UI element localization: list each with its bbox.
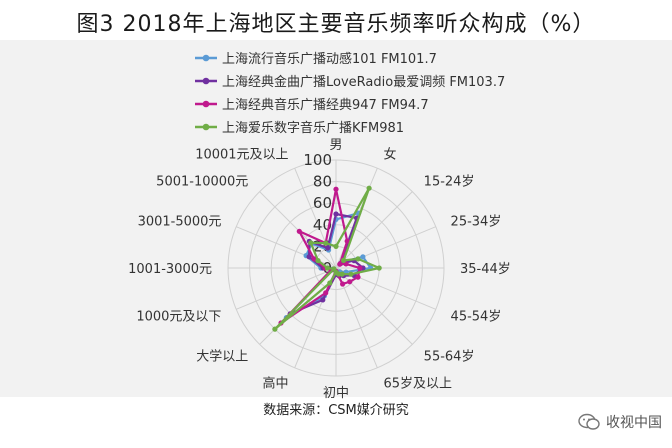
axis-label-11: 1000元及以下	[136, 309, 221, 324]
series-2-point-4	[357, 265, 363, 271]
legend-swatch-0	[195, 54, 217, 61]
axis-label-1: 女	[383, 146, 396, 162]
series-3-point-14	[308, 240, 314, 246]
axis-label-10: 大学以上	[196, 349, 248, 365]
chart-title: 图3 2018年上海地区主要音乐频率听众构成（%）	[76, 12, 596, 37]
grid-spoke-6	[335, 267, 413, 345]
axis-label-7: 65岁及以上	[383, 377, 452, 392]
source-note: 数据来源：CSM媒介研究	[263, 403, 409, 418]
series-3-point-5	[348, 271, 354, 277]
series-3-point-11	[331, 266, 337, 272]
series-3-point-4	[376, 265, 382, 271]
series-2-point-5	[355, 274, 361, 280]
series-3-point-9	[327, 280, 333, 286]
series-2-point-2	[337, 261, 343, 267]
axis-label-12: 1001-3000元	[128, 262, 212, 277]
tick-label-100: 100	[303, 151, 332, 169]
legend-swatch-3	[195, 123, 217, 130]
series-3-point-3	[355, 256, 361, 262]
series-1-point-13	[306, 254, 312, 260]
axis-label-14: 5001-10000元	[156, 174, 248, 189]
legend-label-2: 上海经典音乐广播经典947 FM94.7	[222, 98, 429, 113]
series-2-point-6	[347, 279, 353, 285]
axis-label-3: 25-34岁	[451, 215, 502, 230]
series-2-point-7	[340, 281, 346, 287]
legend-item-3: 上海爱乐数字音乐广播KFM981	[195, 115, 505, 138]
axis-label-5: 45-54岁	[451, 309, 502, 324]
series-3-point-10	[272, 326, 278, 332]
series-2-point-1	[344, 238, 350, 244]
tick-label-80: 80	[313, 173, 332, 191]
grid-spoke-2	[335, 191, 413, 269]
series-0-point-3	[360, 254, 366, 260]
legend-item-1: 上海经典金曲广播LoveRadio最爱调频 FM103.7	[195, 69, 505, 92]
series-1-point-0	[333, 211, 339, 217]
watermark-text: 收视中国	[606, 415, 662, 431]
series-1-point-9	[320, 297, 326, 303]
series-3-point-13	[315, 258, 321, 264]
legend-swatch-2	[195, 100, 217, 107]
series-3-point-15	[323, 240, 329, 246]
legend: 上海流行音乐广播动感101 FM101.7 上海经典金曲广播LoveRadio最爱…	[195, 46, 505, 138]
legend-label-0: 上海流行音乐广播动感101 FM101.7	[222, 52, 437, 67]
tick-label-60: 60	[313, 194, 332, 212]
legend-swatch-1	[195, 77, 217, 84]
axis-label-13: 3001-5000元	[138, 215, 222, 230]
series-3-point-12	[324, 265, 330, 271]
legend-item-0: 上海流行音乐广播动感101 FM101.7	[195, 46, 505, 69]
series-2-point-14	[296, 228, 302, 234]
axis-label-4: 35-44岁	[460, 262, 511, 277]
series-3-point-0	[333, 243, 339, 249]
series-2-point-0	[333, 186, 339, 192]
axis-label-0: 男	[329, 138, 342, 153]
axis-label-2: 15-24岁	[424, 174, 475, 189]
axis-label-9: 高中	[263, 376, 289, 392]
series-3-point-1	[366, 185, 372, 191]
legend-label-1: 上海经典金曲广播LoveRadio最爱调频 FM103.7	[222, 75, 506, 90]
series-1-point-15	[325, 245, 331, 251]
legend-item-2: 上海经典音乐广播经典947 FM94.7	[195, 92, 505, 115]
wechat-icon	[578, 413, 600, 430]
axis-label-15: 10001元及以上	[195, 147, 288, 162]
legend-label-3: 上海爱乐数字音乐广播KFM981	[222, 121, 405, 136]
series-2-point-13	[311, 256, 317, 262]
axis-label-8: 初中	[323, 386, 349, 401]
watermark: 收视中国	[578, 412, 662, 432]
series-2-point-9	[323, 290, 329, 296]
axis-label-6: 55-64岁	[424, 350, 475, 365]
series-3-point-2	[341, 257, 347, 263]
grid-spoke-11	[236, 267, 337, 310]
